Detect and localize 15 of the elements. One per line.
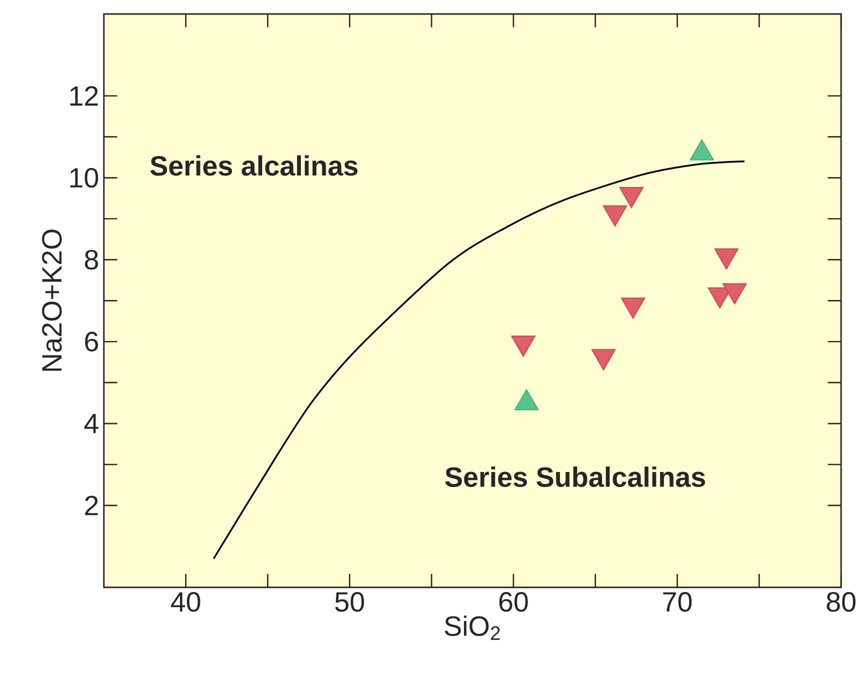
x-tick-label: 60 bbox=[499, 592, 528, 612]
x-tick-label: 80 bbox=[826, 592, 856, 612]
y-tick-label: 2 bbox=[85, 496, 98, 516]
x-tick-label: 50 bbox=[335, 592, 364, 612]
y-tick-label: 12 bbox=[70, 86, 98, 106]
x-tick-label: 70 bbox=[663, 592, 692, 612]
annotation: Series alcalinas bbox=[150, 155, 358, 176]
y-tick-label: 6 bbox=[85, 332, 98, 352]
y-tick-label: 8 bbox=[84, 250, 98, 270]
y-axis-title: Na2O+K2O bbox=[42, 229, 62, 371]
x-tick-label: 40 bbox=[170, 592, 200, 612]
y-tick-label: 4 bbox=[84, 414, 98, 433]
y-tick-label: 10 bbox=[70, 168, 98, 188]
annotation: Series Subalcalinas bbox=[445, 466, 706, 487]
x-axis-title: SiO$_{2}$ bbox=[444, 615, 500, 640]
